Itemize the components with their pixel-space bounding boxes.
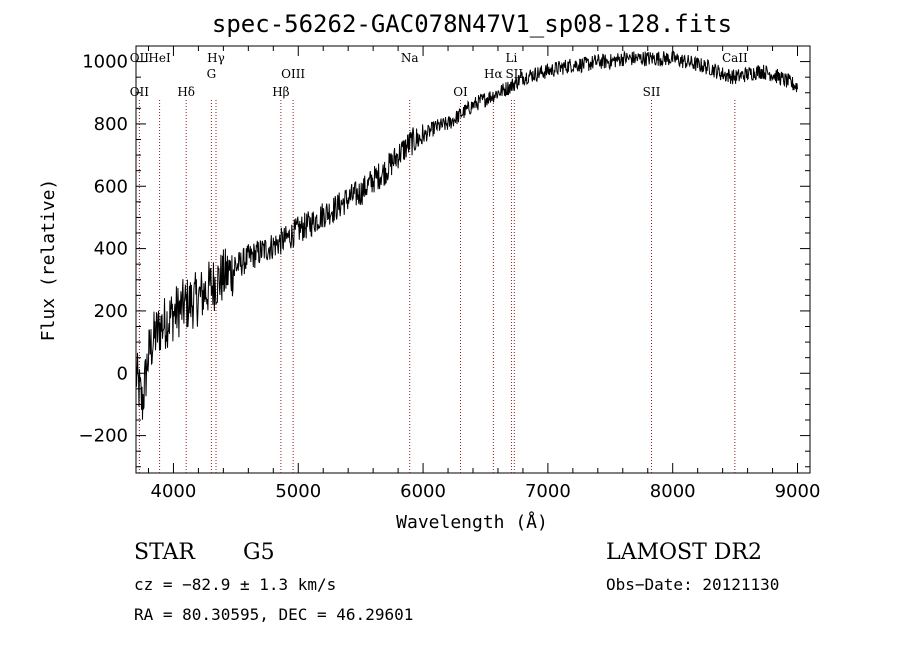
spectral-line-label: OII	[130, 85, 150, 99]
spectral-line-label: Na	[401, 51, 419, 65]
observation-date: Obs−Date: 20121130	[606, 575, 779, 594]
y-tick-label: 800	[94, 114, 128, 135]
spectral-line-label: CaII	[722, 51, 748, 65]
spectral-line-label: Li	[506, 51, 518, 65]
y-tick-label: 1000	[82, 52, 128, 73]
subclass: G5	[243, 540, 275, 565]
x-tick-label: 7000	[525, 481, 571, 502]
spectral-line-label: SII	[643, 85, 661, 99]
spectrum-line	[135, 50, 798, 420]
spectral-line-label: Hβ	[272, 85, 289, 99]
chart-title: spec-56262-GAC078N47V1_sp08-128.fits	[212, 10, 732, 38]
y-tick-label: 0	[117, 363, 128, 384]
redshift-velocity: cz = −82.9 ± 1.3 km/s	[134, 575, 336, 594]
spectral-line-label: G	[207, 67, 217, 81]
x-tick-label: 5000	[275, 481, 321, 502]
x-tick-label: 8000	[650, 481, 696, 502]
y-tick-label: −200	[79, 426, 128, 447]
spectral-line-label: Hα	[484, 67, 503, 81]
spectral-line-label: OI	[453, 85, 468, 99]
x-tick-label: 9000	[775, 481, 821, 502]
plot-frame	[135, 45, 811, 474]
y-tick-label: 400	[94, 239, 128, 260]
spectral-line-label: OII	[130, 51, 150, 65]
spectral-line-label: HeI	[148, 51, 171, 65]
y-tick-label: 600	[94, 176, 128, 197]
spectral-line-label: Hδ	[177, 85, 195, 99]
x-axis-label: Wavelength (Å)	[396, 511, 548, 533]
x-tick-label: 6000	[400, 481, 446, 502]
survey-name: LAMOST DR2	[606, 540, 762, 565]
y-tick-label: 200	[94, 301, 128, 322]
object-class: STAR	[134, 540, 196, 565]
spectral-line-label: OIII	[281, 67, 305, 81]
x-tick-label: 4000	[151, 481, 197, 502]
y-axis-label: Flux (relative)	[38, 179, 59, 342]
spectral-line-label: Hγ	[207, 51, 225, 65]
ra-dec: RA = 80.30595, DEC = 46.29601	[134, 605, 413, 624]
spectral-line-label: SII	[505, 67, 523, 81]
axis-ticks: 4000 5000 6000 7000 8000 9000 −200 0 200 400 600 80…	[79, 46, 821, 502]
spectrum-series	[135, 50, 798, 420]
